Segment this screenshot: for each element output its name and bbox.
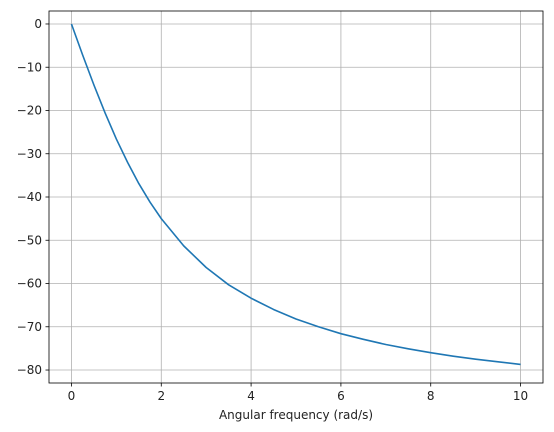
y-axis-ticks: 0 −10 −20 −30 −40 −50 −60 −70 −80 [17,17,49,377]
y-tick-label: 0 [34,17,42,31]
series-layer [70,23,521,366]
y-tick-label: −10 [17,60,42,74]
x-tick-label: 0 [68,389,76,403]
y-tick-label: −20 [17,104,42,118]
x-tick-label: 2 [157,389,165,403]
x-tick-label: 4 [247,389,255,403]
y-tick-label: −80 [17,363,42,377]
x-axis-ticks: 0 2 4 6 8 10 [68,383,528,403]
series-line [70,23,521,366]
x-tick-label: 6 [337,389,345,403]
y-tick-label: −40 [17,190,42,204]
y-tick-label: −30 [17,147,42,161]
x-axis-label: Angular frequency (rad/s) [219,408,373,422]
x-tick-label: 10 [513,389,528,403]
grid-lines [49,11,543,383]
x-tick-label: 8 [427,389,435,403]
y-tick-label: −60 [17,277,42,291]
y-tick-label: −70 [17,320,42,334]
y-tick-label: −50 [17,233,42,247]
